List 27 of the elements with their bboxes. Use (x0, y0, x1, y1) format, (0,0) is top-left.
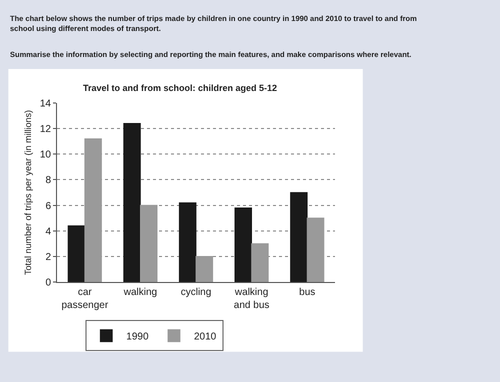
y-tick-label: 14 (40, 98, 52, 110)
x-tick-label: bus (299, 287, 316, 298)
bar (68, 225, 86, 282)
y-tick-label: 6 (45, 200, 52, 212)
bar (84, 138, 102, 282)
x-tick-label: car passenger (61, 287, 109, 311)
y-tick-label: 4 (45, 226, 52, 238)
x-tick-label: cycling (180, 287, 212, 298)
bar (290, 192, 308, 282)
x-tick-label: walking and bus (234, 287, 270, 311)
y-tick-label: 8 (45, 175, 52, 186)
y-tick-label: 12 (40, 124, 52, 136)
chart-title: Travel to and from school: children aged 5-12 (82, 83, 278, 94)
bar (196, 256, 214, 282)
bar (306, 218, 324, 282)
y-tick-label: 10 (40, 150, 52, 161)
y-tick-label: 2 (45, 252, 52, 263)
bar (234, 207, 252, 282)
legend-label: 2010 (194, 332, 217, 343)
bar (251, 243, 269, 282)
y-tick-label: 0 (45, 278, 52, 288)
y-axis-title: Total number of trips per year (in millions) (23, 110, 34, 276)
bar (123, 123, 141, 282)
bar (140, 204, 158, 282)
legend-label: 1990 (126, 332, 149, 343)
bar (178, 202, 196, 282)
x-tick-label: walking (122, 287, 158, 298)
